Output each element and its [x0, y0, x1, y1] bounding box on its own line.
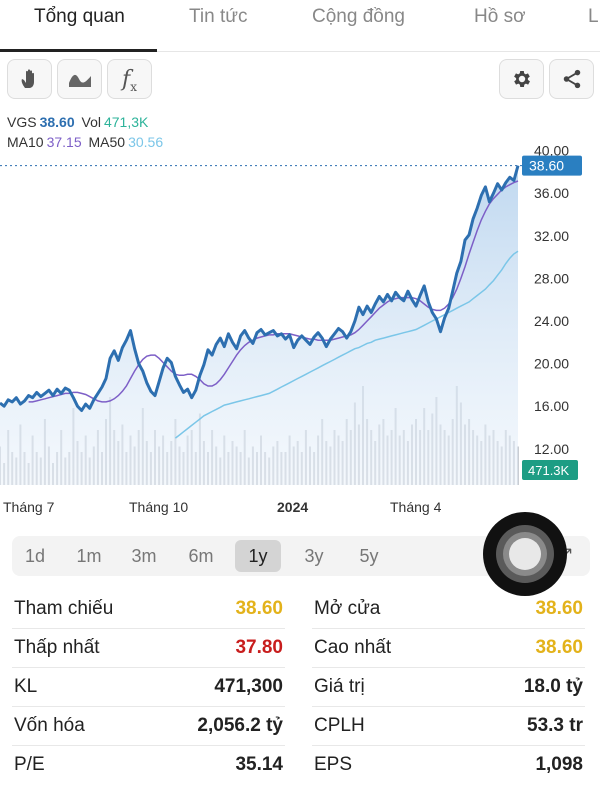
- stat-low: Thấp nhất 37.80: [12, 629, 285, 668]
- range-6m[interactable]: 6m: [188, 545, 214, 566]
- stat-trade-value: Giá trị 18.0 tỷ: [312, 668, 585, 707]
- tab-more[interactable]: L: [588, 6, 599, 27]
- price-value: 38.60: [39, 114, 75, 130]
- active-tab-indicator: [0, 49, 157, 52]
- stat-label: CPLH: [314, 715, 365, 736]
- stat-high: Cao nhất 38.60: [312, 629, 585, 668]
- range-1m[interactable]: 1m: [76, 545, 102, 566]
- stat-value: 2,056.2 tỷ: [197, 715, 283, 736]
- y-tick-label: 36.00: [534, 185, 569, 201]
- stat-label: EPS: [314, 754, 353, 775]
- tab-community[interactable]: Cộng đồng: [312, 6, 405, 27]
- chart-type-button[interactable]: [57, 59, 102, 99]
- ma10-label: MA10: [7, 134, 44, 150]
- y-tick-label: 12.00: [534, 441, 569, 457]
- stat-label: P/E: [14, 754, 45, 775]
- draw-tool-button[interactable]: [7, 59, 52, 99]
- stat-open: Mở cửa 38.60: [312, 590, 585, 629]
- x-tick-label: Tháng 4: [390, 499, 442, 515]
- ma50-line: [174, 250, 519, 439]
- current-volume-tag: 471.3K: [522, 460, 578, 480]
- svg-text:38.60: 38.60: [529, 158, 564, 174]
- stat-market-cap: Vốn hóa 2,056.2 tỷ: [12, 707, 285, 746]
- stat-shares-outstanding: CPLH 53.3 tr: [312, 707, 585, 746]
- tab-profile[interactable]: Hồ sơ: [474, 6, 526, 27]
- assistive-touch-ring: [496, 525, 554, 583]
- stat-label: Vốn hóa: [14, 715, 85, 736]
- wave-icon: [68, 74, 91, 87]
- ma-legend: MA10 37.15 MA50 30.56: [7, 134, 166, 150]
- stat-reference: Tham chiếu 38.60: [12, 590, 285, 629]
- stat-label: Mở cửa: [314, 598, 381, 619]
- range-1y[interactable]: 1y: [235, 540, 281, 572]
- formula-icon: fx: [122, 66, 137, 94]
- ma10-line: [28, 180, 519, 403]
- tab-overview[interactable]: Tổng quan: [34, 6, 125, 27]
- ma50-label: MA50: [88, 134, 126, 150]
- ma50-value: 30.56: [128, 134, 164, 150]
- current-price-tag: 38.60: [522, 155, 582, 176]
- range-5y[interactable]: 5y: [359, 545, 379, 566]
- x-tick-label: 2024: [277, 499, 309, 515]
- symbol-label: VGS: [7, 114, 37, 130]
- stat-value: 38.60: [535, 637, 583, 658]
- stat-value: 1,098: [535, 754, 583, 775]
- range-1d[interactable]: 1d: [24, 545, 46, 566]
- stat-value: 471,300: [214, 676, 283, 697]
- stat-label: Cao nhất: [314, 637, 392, 658]
- x-tick-label: Tháng 7: [3, 499, 55, 515]
- y-tick-label: 28.00: [534, 270, 569, 286]
- gear-icon: [513, 71, 530, 87]
- stat-eps: EPS 1,098: [312, 746, 585, 785]
- ma10-value: 37.15: [46, 134, 82, 150]
- stat-value: 38.60: [235, 598, 283, 619]
- price-chart[interactable]: 40.00 36.00 32.00 28.00 24.00 20.00 16.00 12.00…: [0, 140, 600, 500]
- tab-bar: Tổng quan Tin tức Cộng đồng Hồ sơ L: [0, 0, 600, 52]
- y-tick-label: 32.00: [534, 228, 569, 244]
- y-tick-label: 16.00: [534, 398, 569, 414]
- price-line: [0, 165, 520, 412]
- range-3y[interactable]: 3y: [304, 545, 324, 566]
- stat-label: Giá trị: [314, 676, 365, 697]
- stat-label: Tham chiếu: [14, 598, 114, 619]
- price-area: [0, 165, 518, 485]
- share-icon: [563, 69, 580, 89]
- hand-icon: [21, 69, 34, 88]
- stat-value: 37.80: [235, 637, 283, 658]
- stat-volume: KL 471,300: [12, 668, 285, 707]
- price-legend: VGS 38.60 Vol 471,3K: [7, 114, 151, 130]
- stat-value: 35.14: [235, 754, 283, 775]
- settings-button[interactable]: [499, 59, 544, 99]
- tab-news[interactable]: Tin tức: [189, 6, 248, 27]
- svg-text:471.3K: 471.3K: [528, 463, 570, 478]
- vol-value: 471,3K: [103, 114, 149, 130]
- stat-value: 38.60: [535, 598, 583, 619]
- stat-label: KL: [14, 676, 38, 697]
- range-3m[interactable]: 3m: [131, 545, 157, 566]
- vol-label: Vol: [81, 114, 101, 130]
- indicator-button[interactable]: fx: [107, 59, 152, 99]
- stat-label: Thấp nhất: [14, 637, 100, 658]
- share-button[interactable]: [549, 59, 594, 99]
- stat-value: 53.3 tr: [527, 715, 583, 736]
- y-tick-label: 24.00: [534, 313, 569, 329]
- y-tick-label: 20.00: [534, 356, 569, 372]
- y-tick-label: 40.00: [534, 143, 569, 159]
- assistive-touch-button[interactable]: [483, 512, 567, 596]
- stat-pe: P/E 35.14: [12, 746, 285, 785]
- stat-value: 18.0 tỷ: [523, 676, 583, 697]
- x-tick-label: Tháng 10: [129, 499, 189, 515]
